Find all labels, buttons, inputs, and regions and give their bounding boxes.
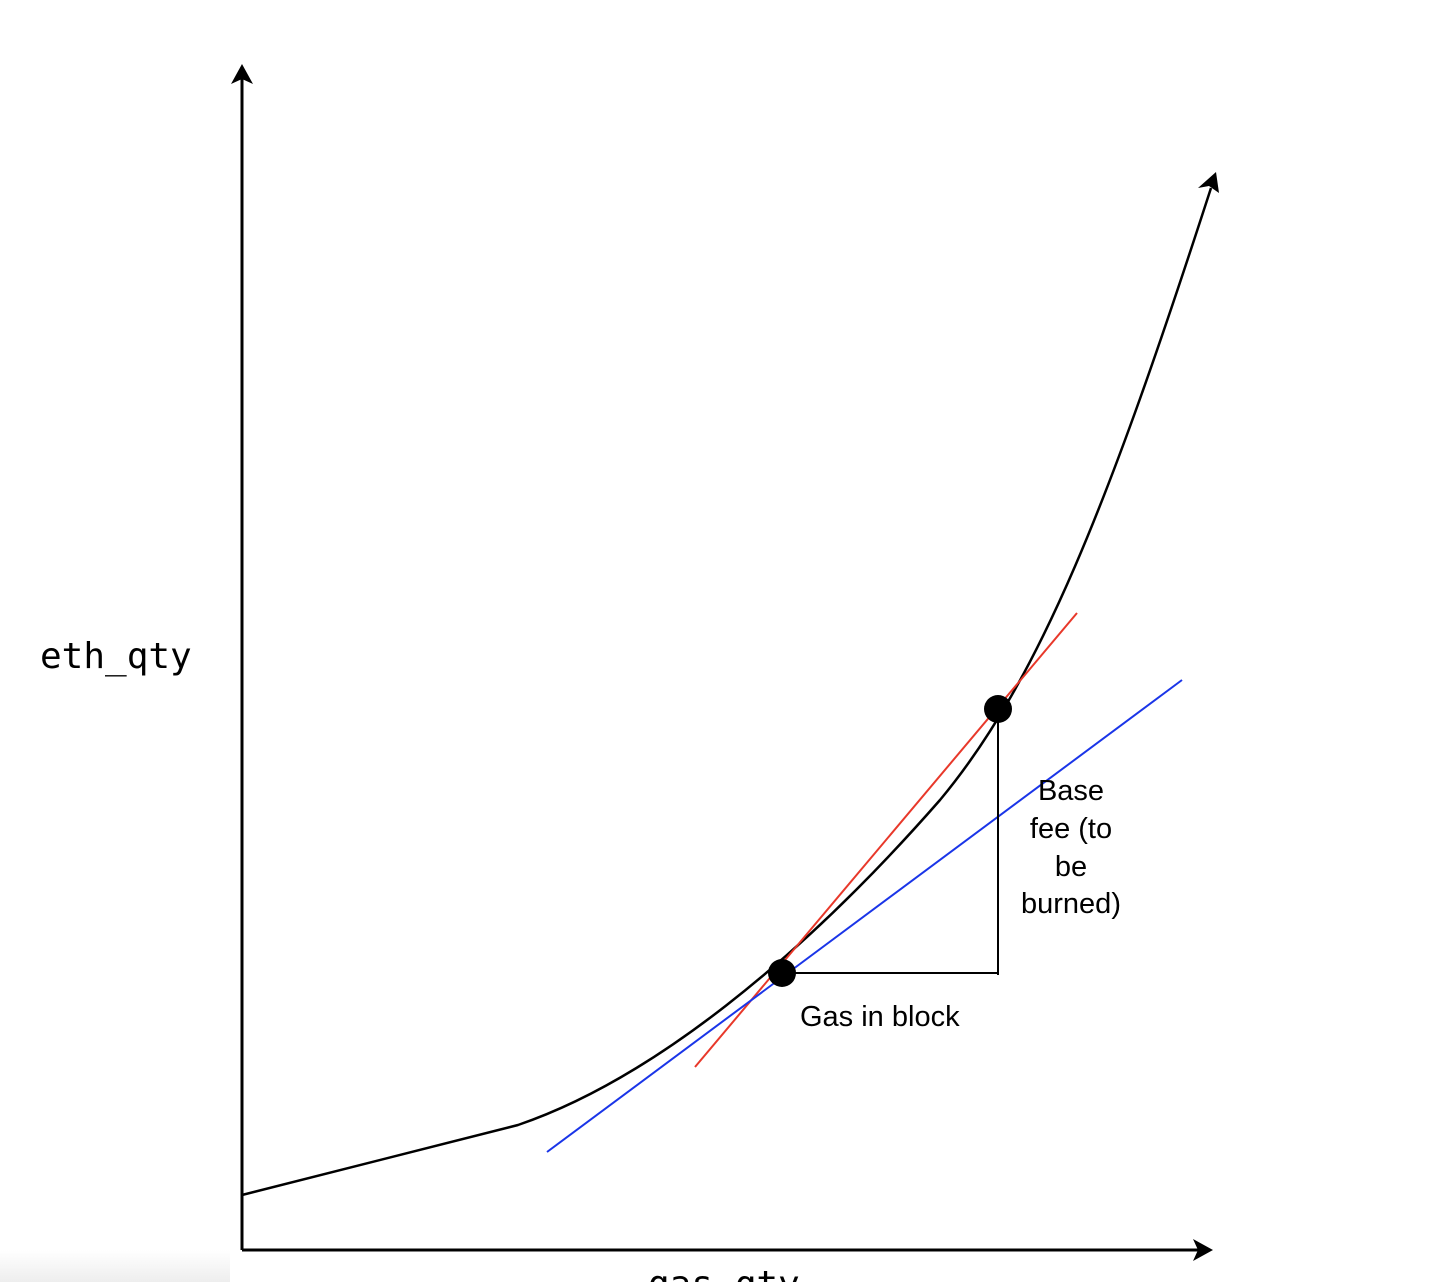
gas-in-block-label: Gas in block: [800, 1001, 960, 1033]
lower-point-marker: [768, 959, 796, 987]
fee-triangle: [782, 709, 999, 975]
x-axis: [242, 1239, 1213, 1261]
blue-tangent-line: [546, 679, 1183, 1153]
base-fee-line-1: Base: [1038, 775, 1104, 807]
base-fee-line-4: burned): [1021, 888, 1121, 920]
y-axis-label: eth_qty: [40, 636, 192, 677]
base-fee-line-2: fee (to: [1030, 813, 1112, 845]
y-axis: [231, 64, 253, 1250]
x-axis-label: gas_qty: [648, 1264, 800, 1282]
curve-arrowhead: [1198, 172, 1219, 193]
base-fee-label: Base fee (to be burned): [1021, 775, 1121, 920]
base-fee-line-3: be: [1055, 851, 1087, 883]
upper-point-marker: [984, 695, 1012, 723]
gas-cost-curve: [241, 172, 1219, 1197]
red-tangent-line: [694, 612, 1078, 1068]
y-axis-arrowhead: [231, 64, 253, 84]
x-axis-arrowhead: [1193, 1239, 1213, 1261]
